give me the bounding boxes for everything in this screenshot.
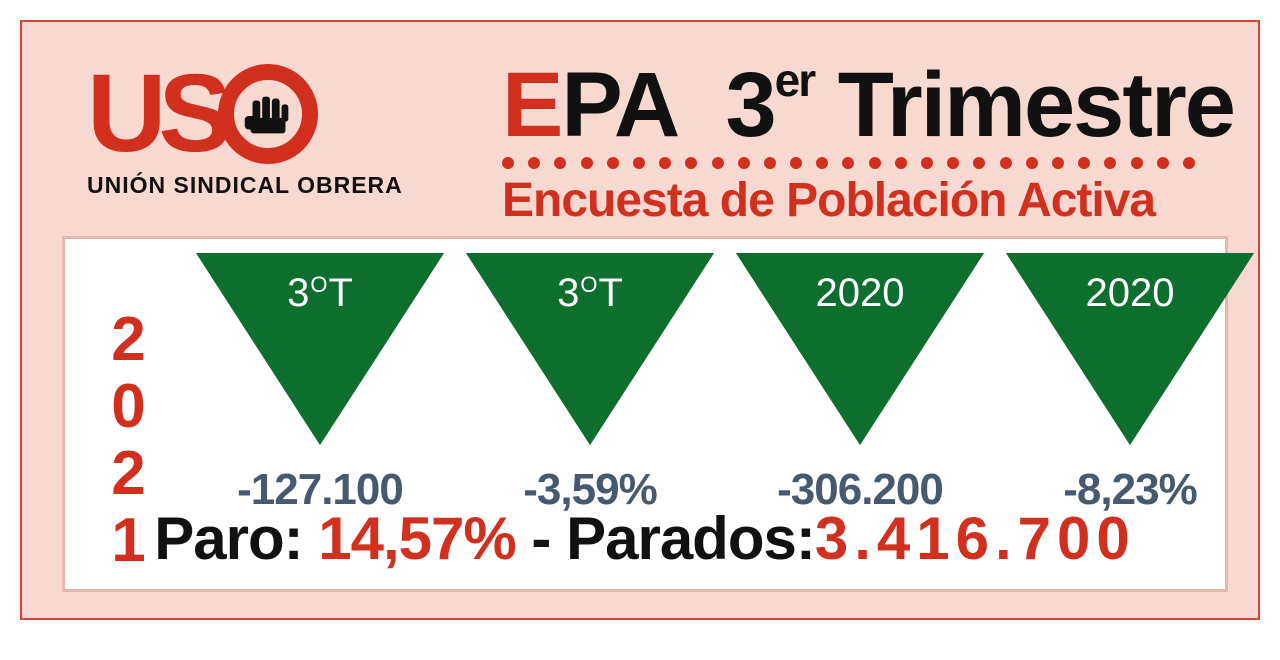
logo-us: US — [87, 70, 224, 158]
title-dot — [973, 157, 985, 169]
title-dot — [554, 157, 566, 169]
title-dot — [1131, 157, 1143, 169]
title-block: EPA 3er Trimestre Encuesta de Población … — [502, 57, 1234, 228]
title-3: 3 — [725, 54, 774, 156]
title-dot — [581, 157, 593, 169]
infographic-canvas: US UNIÓN SINDICAL OBR — [20, 20, 1260, 620]
footer-separator: - — [516, 505, 566, 572]
paro-value: 14,57% — [318, 505, 516, 572]
title-dot — [895, 157, 907, 169]
triangle-label: 2020 — [816, 271, 905, 316]
paro-label: Paro: — [154, 505, 318, 572]
title-dot — [790, 157, 802, 169]
title-er: er — [775, 54, 814, 106]
title-dot — [1052, 157, 1064, 169]
title-dot — [1026, 157, 1038, 169]
title-dot — [842, 157, 854, 169]
title-dot — [1078, 157, 1090, 169]
parados-value: 3.416.700 — [815, 505, 1136, 572]
title-dot — [528, 157, 540, 169]
down-triangle-icon: 2020 — [1010, 257, 1250, 443]
title-dot — [869, 157, 881, 169]
title-dot — [947, 157, 959, 169]
triangle-label: 3OT — [557, 271, 623, 316]
title-subtitle: Encuesta de Población Activa — [502, 173, 1234, 228]
down-triangle-icon: 3OT — [200, 257, 440, 443]
triangle-label: 3OT — [287, 271, 353, 316]
title-dot — [921, 157, 933, 169]
title-dot — [1104, 157, 1116, 169]
title-dot — [816, 157, 828, 169]
title-main: EPA 3er Trimestre — [502, 57, 1234, 151]
logo-o — [218, 64, 318, 164]
title-dots — [502, 157, 1234, 169]
down-triangle-icon: 3OT — [470, 257, 710, 443]
down-triangle-icon: 2020 — [740, 257, 980, 443]
title-dot — [764, 157, 776, 169]
logo-subtitle: UNIÓN SINDICAL OBRERA — [87, 172, 403, 199]
triangle-column: 3OT-127.100 — [195, 257, 445, 515]
title-dot — [607, 157, 619, 169]
title-dot — [738, 157, 750, 169]
fist-icon — [237, 83, 299, 145]
title-dot — [633, 157, 645, 169]
title-dot — [712, 157, 724, 169]
parados-label: Parados: — [566, 505, 815, 572]
title-dot — [1183, 157, 1195, 169]
uso-logo: US UNIÓN SINDICAL OBR — [87, 64, 403, 199]
title-e: E — [502, 54, 561, 156]
title-dot — [502, 157, 514, 169]
title-dot — [1157, 157, 1169, 169]
title-pa: PA — [561, 54, 678, 156]
triangle-column: 2020-306.200 — [735, 257, 985, 515]
title-trimestre: Trimestre — [814, 54, 1234, 156]
title-dot — [659, 157, 671, 169]
triangle-column: 2020-8,23% — [1005, 257, 1255, 515]
title-dot — [685, 157, 697, 169]
logo-letters: US — [87, 64, 403, 164]
content-box: 2021 3OT-127.1003OT-3,59%2020-306.200202… — [62, 236, 1228, 592]
footer-line: Paro: 14,57% - Parados:3.416.700 — [65, 504, 1225, 573]
title-dot — [1000, 157, 1012, 169]
triangle-label: 2020 — [1086, 271, 1175, 316]
triangles-row: 3OT-127.1003OT-3,59%2020-306.2002020-8,2… — [195, 257, 1255, 515]
triangle-column: 3OT-3,59% — [465, 257, 715, 515]
